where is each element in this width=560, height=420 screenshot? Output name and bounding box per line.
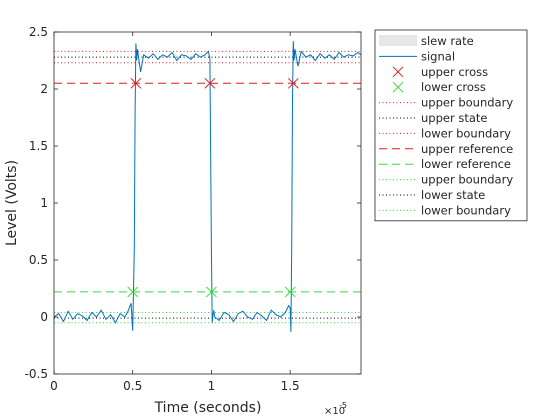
legend-item: lower cross [392, 80, 486, 94]
y-tick-label: -0.5 [25, 367, 48, 381]
legend-item: lower reference [379, 157, 511, 171]
upper-cross-marker [130, 77, 142, 89]
legend-item: upper boundary [379, 173, 513, 187]
legend-item: signal [379, 49, 455, 63]
x-tick-label: 1 [208, 379, 216, 393]
x-exponent-base: ×10 [324, 406, 345, 417]
y-tick-label: 0 [40, 310, 48, 324]
tick-labels: 0 0.5 1 1.5-0.500.511.522.5 [25, 25, 300, 393]
legend-marker [392, 81, 404, 93]
legend-label: slew rate [421, 34, 474, 48]
lower-cross-marker [206, 286, 217, 298]
reference-lines [54, 50, 361, 324]
legend-marker [392, 66, 404, 78]
upper-cross-marker [287, 77, 299, 89]
y-tick-label: 2 [40, 82, 48, 96]
legend-label: lower boundary [421, 203, 511, 217]
legend-label: upper reference [421, 142, 513, 156]
axes [53, 31, 362, 375]
legend-label: upper state [421, 111, 487, 125]
legend-label: lower cross [421, 80, 486, 94]
cross-markers [127, 77, 299, 298]
legend-label: lower state [421, 188, 485, 202]
legend-swatch [379, 35, 417, 46]
upper-cross-marker [204, 77, 216, 89]
legend-item: upper state [379, 111, 487, 125]
signal-series [54, 41, 361, 332]
lower-cross-marker [284, 286, 296, 298]
legend-item: upper reference [379, 142, 513, 156]
y-tick-label: 0.5 [29, 253, 48, 267]
legend-item: upper cross [392, 65, 488, 79]
legend-item: slew rate [379, 34, 474, 48]
y-tick-label: 2.5 [29, 25, 48, 39]
x-axis-label: Time (seconds) [154, 400, 262, 416]
y-tick-label: 1.5 [29, 139, 48, 153]
x-tick-label: 1.5 [281, 379, 300, 393]
lower-cross-marker [127, 286, 139, 298]
y-axis-label: Level (Volts) [4, 160, 20, 246]
legend-box [374, 29, 528, 222]
legend-label: upper boundary [421, 173, 513, 187]
x-tick-label: 0.5 [123, 379, 142, 393]
legend-label: lower reference [421, 157, 511, 171]
legend-label: lower boundary [421, 126, 511, 140]
y-tick-label: 1 [40, 196, 48, 210]
legend-label: upper boundary [421, 96, 513, 110]
legend-label: upper cross [421, 65, 488, 79]
x-axis-exponent: ×10 -5 [324, 401, 347, 417]
legend-item: upper boundary [379, 96, 513, 110]
signal-line [54, 41, 361, 332]
legend-label: signal [421, 49, 455, 63]
legend-item: lower boundary [379, 203, 511, 217]
legend-item: lower state [379, 188, 485, 202]
legend-item: lower boundary [379, 126, 511, 140]
x-tick-label: 0 [50, 379, 58, 393]
x-exponent-power: -5 [339, 401, 347, 410]
